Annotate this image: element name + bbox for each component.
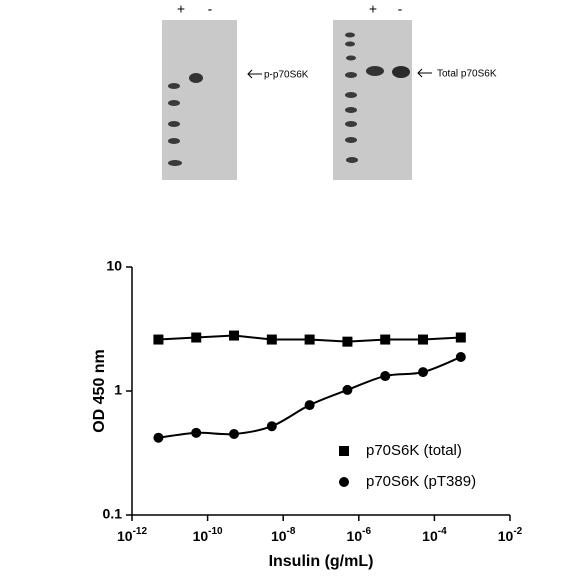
y-tick-label: 10 [106,258,122,274]
marker [339,446,349,456]
marker [266,421,277,432]
band [366,66,384,76]
marker [418,334,429,345]
blot-membrane [333,20,412,180]
lane-label: - [398,1,403,17]
arrow-head [417,68,423,78]
y-tick-label: 1 [114,382,122,398]
marker [229,429,240,440]
ladder [168,83,182,166]
blot-label: p-p70S6K [264,70,309,81]
marker [380,371,391,382]
marker [266,334,277,345]
series-line [158,356,462,439]
x-axis-title: Insulin (g/mL) [269,553,374,570]
marker [304,400,315,411]
y-tick-label: 0.1 [103,506,123,522]
marker [380,334,391,345]
marker [153,432,164,443]
x-tick-label: 10-2 [498,526,523,544]
marker [191,332,202,343]
marker [191,427,202,438]
marker [418,367,429,378]
arrow-head [247,69,253,79]
marker [455,332,466,343]
x-tick-label: 10-4 [422,526,447,544]
marker [304,334,315,345]
chart: OD 450 nm Insulin (g/mL) 0.1 1 10 10-12 10-1… [91,258,522,571]
marker [229,330,240,341]
lane-label: + [177,1,185,17]
blot-membrane [162,20,237,180]
marker [455,352,466,363]
marker [342,384,353,395]
ladder [345,32,358,163]
lane-label: - [208,1,213,17]
x-tick-label: 10-10 [193,526,223,544]
marker [153,334,164,345]
legend-label: p70S6K (total) [366,442,462,459]
legend-label: p70S6K (pT389) [366,473,476,490]
x-tick-label: 10-12 [117,526,147,544]
blot-2: Total p70S6K + - [333,1,497,180]
band [189,73,203,83]
blot-label: Total p70S6K [437,69,497,80]
marker [339,477,349,487]
lane-label: + [369,1,377,17]
legend: p70S6K (total) p70S6K (pT389) [339,442,476,490]
blot-1: p-p70S6K + - [162,1,309,180]
band [392,66,410,78]
x-tick-label: 10-8 [271,526,296,544]
y-axis-title: OD 450 nm [91,349,108,433]
x-tick-label: 10-6 [347,526,372,544]
marker [342,336,353,347]
